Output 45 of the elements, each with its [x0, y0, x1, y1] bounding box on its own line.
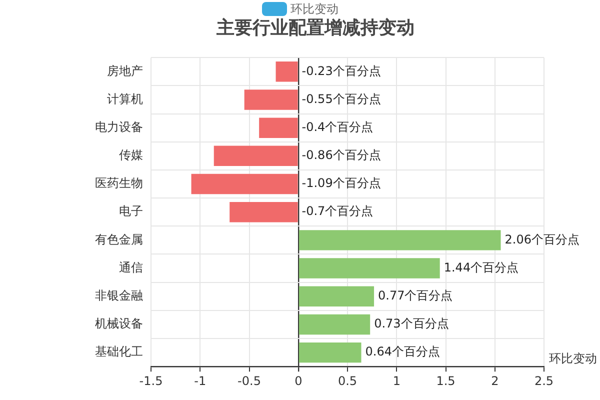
- x-axis-title: 环比变动: [549, 352, 597, 366]
- bar: [244, 90, 298, 110]
- y-tick-label: 房地产: [107, 64, 143, 78]
- bar: [298, 230, 501, 250]
- bar: [191, 174, 298, 194]
- x-tick-label: 2.5: [534, 374, 554, 388]
- y-tick-label: 传媒: [119, 148, 143, 162]
- y-tick-label: 非银金融: [95, 288, 143, 302]
- y-tick-label: 基础化工: [95, 344, 143, 359]
- x-tick-label: 1.5: [436, 374, 456, 388]
- data-label: -0.7个百分点: [302, 204, 374, 218]
- data-label: 0.77个百分点: [378, 288, 453, 302]
- bar: [298, 314, 370, 335]
- data-label: 0.64个百分点: [365, 344, 440, 359]
- y-tick-label: 机械设备: [95, 316, 143, 331]
- data-label: -0.86个百分点: [302, 148, 381, 162]
- data-label: -0.55个百分点: [302, 92, 381, 106]
- x-tick-label: 2: [491, 374, 499, 388]
- bar: [298, 258, 440, 278]
- y-tick-label: 电力设备: [95, 120, 143, 134]
- text: 环比变动: [290, 2, 338, 16]
- data-label: -0.4个百分点: [302, 120, 374, 134]
- data-label: 2.06个百分点: [504, 232, 580, 246]
- x-tick-label: 1: [392, 374, 400, 388]
- bar: [276, 62, 298, 82]
- bar: [298, 342, 362, 363]
- y-tick-label: 计算机: [107, 92, 143, 106]
- y-tick-label: 有色金属: [95, 232, 143, 246]
- x-tick-label: -1.5: [139, 374, 163, 388]
- x-tick-label: -1: [194, 374, 206, 388]
- data-label: -0.23个百分点: [302, 64, 381, 78]
- bar: [214, 146, 298, 166]
- bar: [230, 202, 298, 222]
- y-tick-label: 医药生物: [95, 176, 143, 190]
- data-label: 1.44个百分点: [444, 260, 519, 274]
- bar: [298, 286, 374, 306]
- y-tick-label: 通信: [119, 260, 143, 274]
- x-tick-label: 0: [294, 374, 302, 388]
- data-label: 0.73个百分点: [374, 316, 449, 331]
- chart-title: 主要行业配置增减持变动: [216, 17, 414, 38]
- x-tick-label: 0.5: [338, 374, 358, 388]
- y-tick-label: 电子: [119, 204, 143, 218]
- data-label: -1.09个百分点: [302, 176, 381, 190]
- bar: [259, 118, 298, 138]
- x-tick-label: -0.5: [238, 374, 261, 388]
